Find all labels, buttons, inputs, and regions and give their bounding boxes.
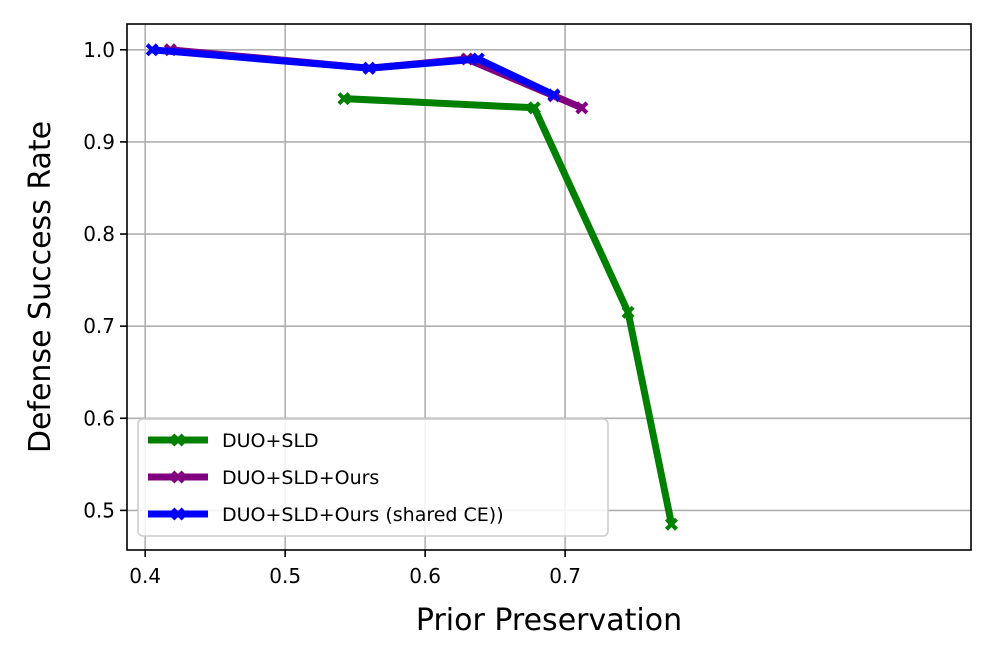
y-tick-label: 0.8 [83, 222, 115, 246]
legend-label: DUO+SLD+Ours [222, 467, 379, 489]
x-tick-label: 0.7 [549, 564, 581, 588]
legend-item: DUO+SLD+Ours [148, 467, 379, 489]
data-point [471, 52, 485, 66]
legend-item: DUO+SLD+Ours (shared CE)) [148, 504, 504, 526]
x-tick-label: 0.6 [409, 564, 441, 588]
legend: DUO+SLD DUO+SLD+Ours DUO+SLD+Ours (shared … [137, 418, 609, 537]
data-point [547, 88, 561, 102]
x-axis-title: Prior Preservation [416, 603, 682, 638]
series-line [151, 46, 556, 99]
legend-item: DUO+SLD [148, 430, 319, 452]
x-tick-label: 0.5 [269, 564, 301, 588]
legend-label: DUO+SLD+Ours (shared CE)) [222, 504, 504, 526]
series-3 [145, 43, 561, 102]
y-axis-title: Defense Success Rate [23, 121, 58, 453]
y-tick-label: 1.0 [83, 38, 115, 62]
y-tick-label: 0.9 [83, 130, 115, 154]
data-point [621, 305, 635, 319]
x-axis: 0.4 0.5 0.6 0.7 [129, 550, 581, 588]
legend-label: DUO+SLD [222, 430, 319, 452]
x-tick-label: 0.4 [129, 564, 161, 588]
y-tick-label: 0.6 [83, 406, 115, 430]
legend-box [137, 418, 609, 537]
y-tick-label: 0.7 [83, 314, 115, 338]
data-point [575, 101, 589, 115]
legend-marker [171, 470, 185, 484]
series-line [343, 95, 675, 525]
legend-marker [171, 433, 185, 447]
data-point [337, 92, 351, 106]
plot-frame [126, 23, 972, 551]
y-tick-label: 0.5 [83, 498, 115, 522]
y-axis: 0.5 0.6 0.7 0.8 0.9 1.0 [83, 38, 127, 522]
data-point [145, 43, 159, 57]
legend-marker [171, 507, 185, 521]
series-1 [337, 92, 678, 531]
data-point [664, 517, 678, 531]
data-point [362, 61, 376, 75]
series-layer [145, 43, 678, 531]
data-point [527, 101, 541, 115]
